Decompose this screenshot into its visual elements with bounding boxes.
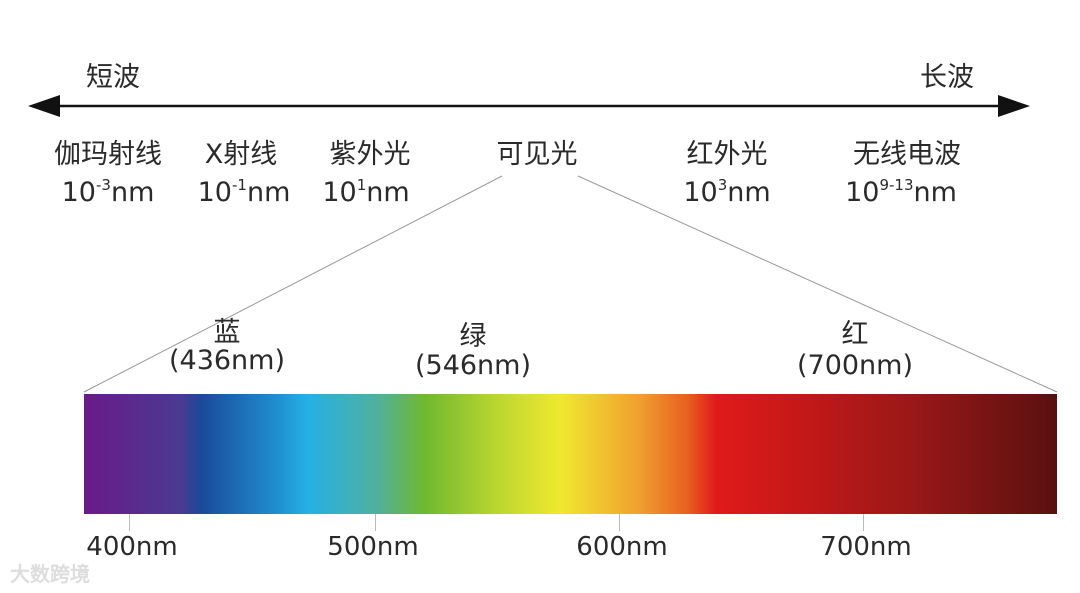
- tick-label: 700nm: [820, 532, 912, 562]
- color-name: 红: [841, 319, 869, 350]
- zoom-line-left: [83, 175, 503, 393]
- color-wavelength: (546nm): [414, 350, 532, 381]
- short-wave-label: 短波: [86, 62, 140, 93]
- color-name: 绿: [459, 321, 487, 352]
- tick-label: 600nm: [576, 532, 668, 562]
- band-name-visible: 可见光: [496, 139, 578, 170]
- band-wavelength: 10-1nm: [197, 176, 291, 208]
- tick-700: [863, 514, 864, 531]
- tick-label: 500nm: [327, 532, 419, 562]
- visible-spectrum-bar: [84, 394, 1057, 514]
- tick-label: 400nm: [86, 532, 178, 562]
- arrow-right-head: [998, 95, 1030, 117]
- band-wavelength: 103nm: [683, 176, 771, 208]
- band-name: 无线电波: [853, 139, 961, 170]
- zoom-line-right: [577, 175, 1058, 393]
- long-wave-label: 长波: [920, 62, 974, 93]
- tick-400: [129, 514, 130, 531]
- watermark: 大数跨境: [10, 562, 90, 586]
- tick-600: [619, 514, 620, 531]
- arrow-left-head: [28, 95, 60, 117]
- color-name: 蓝: [213, 317, 241, 348]
- band-name: 伽玛射线: [54, 139, 162, 170]
- color-wavelength: (436nm): [168, 345, 286, 376]
- band-wavelength: 101nm: [322, 176, 410, 208]
- band-wavelength: 109-13nm: [845, 176, 957, 208]
- color-wavelength: (700nm): [796, 350, 914, 381]
- band-wavelength: 10-3nm: [61, 176, 155, 208]
- band-name: 红外光: [686, 139, 768, 170]
- band-name: X射线: [204, 139, 278, 170]
- tick-500: [375, 514, 376, 531]
- band-name: 紫外光: [329, 139, 411, 170]
